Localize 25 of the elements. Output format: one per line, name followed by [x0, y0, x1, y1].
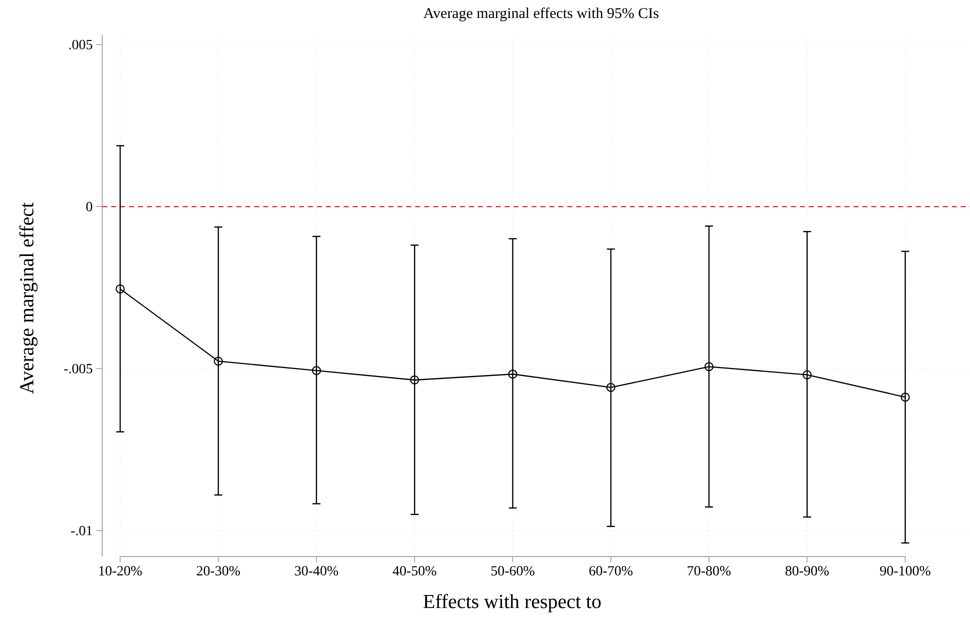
point: [312, 366, 321, 375]
chart-title: Average marginal effects with 95% CIs: [423, 7, 658, 22]
x-tick-label: 40-50%: [392, 566, 436, 576]
x-tick-label: 90-100%: [880, 566, 930, 576]
x-tick-label: 50-60%: [491, 566, 534, 576]
point: [802, 370, 812, 380]
y-axis-title: Average marginal effect: [19, 202, 38, 394]
point: [704, 362, 714, 372]
y-tick-label: 0: [86, 202, 92, 212]
x-tick-label: 60-70%: [589, 566, 632, 576]
point: [410, 375, 420, 384]
y-tick-label: .005: [69, 40, 92, 50]
x-tick-label: 70-80%: [688, 566, 731, 576]
point: [606, 382, 616, 392]
point: [214, 356, 223, 366]
y-tick-label: -.01: [71, 526, 92, 536]
x-tick-label: 20-30%: [196, 566, 240, 576]
point: [508, 369, 518, 378]
point: [116, 284, 125, 294]
y-tick-label: -.005: [64, 364, 92, 374]
point: [900, 392, 910, 402]
x-axis-title: Effects with respect to: [423, 594, 601, 612]
x-tick-label: 30-40%: [295, 566, 338, 576]
x-tick-label: 10-20%: [99, 566, 142, 576]
x-tick-label: 80-90%: [786, 566, 829, 576]
